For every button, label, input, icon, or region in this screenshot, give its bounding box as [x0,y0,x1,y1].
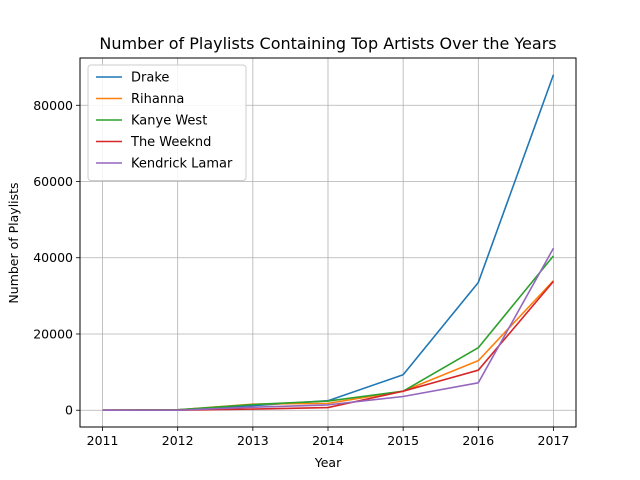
legend-label: Kanye West [131,114,207,129]
series-lines [102,74,555,412]
x-tick-label: 2014 [312,433,344,448]
legend-label: Drake [131,71,169,86]
y-tick-label: 40000 [33,250,73,265]
legend-label: Rihanna [131,92,184,107]
y-tick-label: 0 [65,403,73,418]
x-tick-label: 2016 [462,433,494,448]
y-axis-label: Number of Playlists [6,182,21,303]
axis-ticks: 2011 2012 2013 2014 2015 2016 2017 0 20000 40000 6… [33,98,569,448]
x-tick-label: 2012 [162,433,194,448]
legend-label: The Weeknd [130,135,211,150]
x-tick-label: 2011 [87,433,119,448]
x-tick-label: 2015 [387,433,419,448]
legend: Drake Rihanna Kanye West The Weeknd Kendrick… [87,64,247,181]
y-tick-label: 60000 [33,174,73,189]
y-tick-label: 20000 [33,326,73,341]
x-tick-label: 2017 [538,433,570,448]
y-tick-label: 80000 [33,98,73,113]
x-axis-label: Year [314,455,342,470]
chart-title: Number of Playlists Containing Top Artis… [99,34,556,53]
legend-box [87,64,247,181]
series-line-4 [102,247,555,412]
legend-label: Kendrick Lamar [131,157,233,172]
x-tick-label: 2013 [237,433,269,448]
